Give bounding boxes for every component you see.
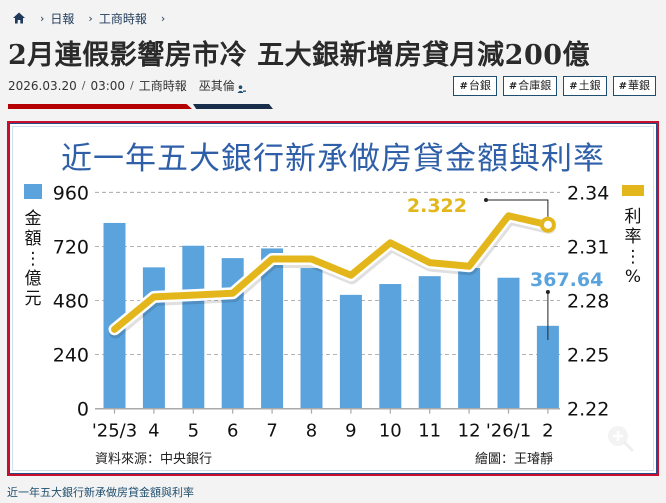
svg-text:2.34: 2.34 [567,182,609,204]
chevron-right-icon: › [88,11,93,25]
svg-text:2.31: 2.31 [567,236,609,258]
svg-text:720: 720 [53,236,89,258]
tag-list: #台銀 #合庫銀 #土銀 #華銀 [453,76,656,96]
data-source: 資料來源：中央銀行 [95,452,213,467]
svg-text:240: 240 [53,345,89,367]
chevron-right-icon: › [160,11,166,25]
svg-text:6: 6 [227,421,238,442]
combo-chart: 0 240 480 720 960 2.22 2.25 2.28 2.31 2.34 '25/3 4 5… [24,182,644,442]
tag-taiwan-bank[interactable]: #台銀 [453,76,497,96]
svg-text:4: 4 [148,421,159,442]
svg-text:7: 7 [266,421,277,442]
svg-text:367.64: 367.64 [530,269,603,291]
svg-text:額: 額 [25,229,42,249]
author-name[interactable]: 巫其倫 [198,79,235,93]
breadcrumb: › 日報 › 工商時報 › [12,9,171,27]
svg-text:5: 5 [188,421,199,442]
tag-hua-nan-bank[interactable]: #華銀 [612,76,656,96]
decorative-divider-red [8,104,192,109]
zoom-in-icon[interactable] [605,423,635,453]
svg-text:0: 0 [77,399,89,421]
separator: / [130,79,134,92]
publish-date: 2026.03.20 [8,78,77,93]
svg-text:2: 2 [542,421,553,442]
publish-time: 03:00 [90,78,126,93]
tag-land-bank[interactable]: #土銀 [563,76,607,96]
figure-caption: 近一年五大銀行新承做房貸金額與利率 [7,486,194,499]
article-meta: 2026.03.20 / 03:00 / 工商時報 巫其倫 [8,77,246,94]
svg-text:'26/1: '26/1 [486,421,531,442]
graphic-credit: 繪圖：王璿靜 [475,452,554,467]
svg-text:9: 9 [345,421,356,442]
svg-text:%: % [625,267,641,287]
svg-text:'25/3: '25/3 [92,421,137,442]
svg-text:480: 480 [53,291,89,313]
breadcrumb-item-commercial-times[interactable]: 工商時報 [98,11,147,26]
svg-text:億: 億 [25,269,42,289]
chevron-right-icon: › [40,11,45,25]
svg-text:2.322: 2.322 [407,195,467,217]
breadcrumb-item-daily[interactable]: 日報 [50,11,75,26]
article-title: 2月連假影響房市冷 五大銀新增房貸月減200億 [8,40,591,71]
svg-text:⋮: ⋮ [625,247,642,267]
svg-text:8: 8 [306,421,317,442]
svg-text:率: 率 [625,227,642,247]
person-icon [237,82,246,93]
svg-text:利: 利 [625,207,642,227]
home-icon[interactable] [12,11,26,25]
svg-text:10: 10 [379,421,402,442]
separator: / [81,79,86,92]
svg-text:⋮: ⋮ [25,249,42,269]
svg-text:960: 960 [53,182,89,204]
svg-text:11: 11 [418,421,441,442]
chart-image: 近一年五大銀行新承做房貸金額與利率 0 240 480 720 960 2.22 2.25 2… [12,126,654,471]
svg-text:金: 金 [25,209,42,229]
svg-text:2.25: 2.25 [567,345,609,367]
svg-text:2.28: 2.28 [567,291,609,313]
publication-name[interactable]: 工商時報 [138,79,187,93]
svg-text:2.22: 2.22 [567,399,609,421]
svg-text:元: 元 [25,289,42,309]
chart-title: 近一年五大銀行新承做房貸金額與利率 [61,141,605,177]
tag-cooperative-bank[interactable]: #合庫銀 [502,76,558,96]
decorative-divider-navy [193,104,273,109]
svg-text:12: 12 [458,421,481,442]
article-figure[interactable]: 近一年五大銀行新承做房貸金額與利率 0 240 480 720 960 2.22 2.25 2… [7,121,659,476]
